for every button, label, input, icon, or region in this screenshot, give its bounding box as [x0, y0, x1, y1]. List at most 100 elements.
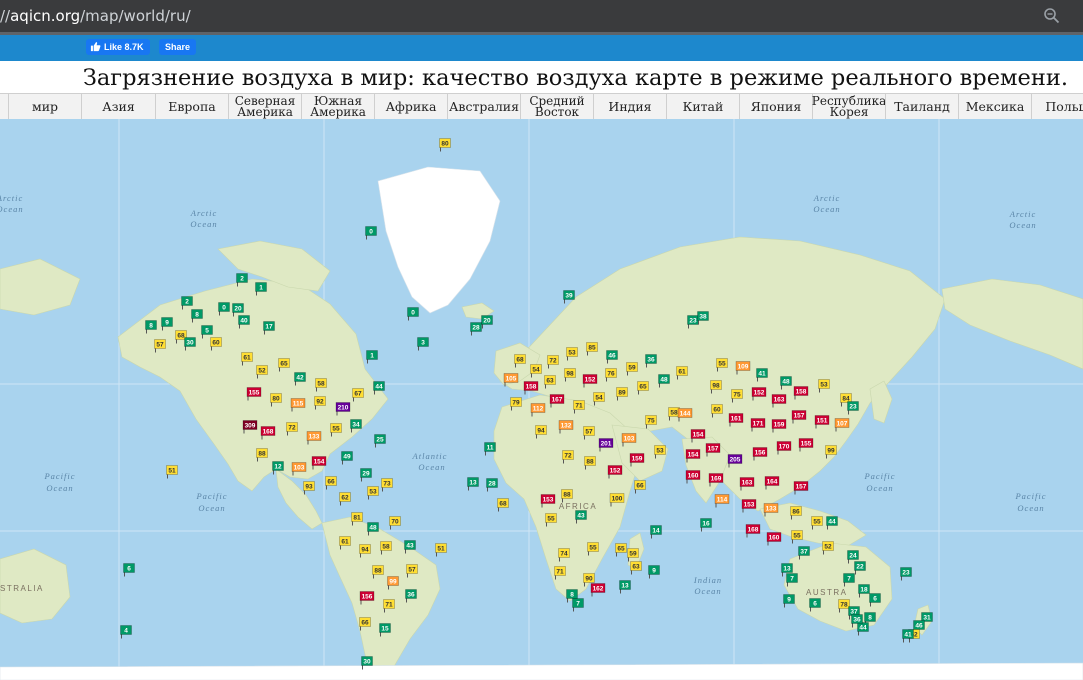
- aqi-station-marker[interactable]: 40: [238, 315, 250, 329]
- aqi-station-marker[interactable]: 53: [566, 347, 578, 361]
- aqi-station-marker[interactable]: 71: [554, 566, 566, 580]
- aqi-station-marker[interactable]: 62: [339, 492, 351, 506]
- aqi-station-marker[interactable]: 58: [380, 541, 392, 555]
- aqi-station-marker[interactable]: 68: [497, 498, 509, 512]
- aqi-station-marker[interactable]: 90: [583, 573, 595, 587]
- aqi-station-marker[interactable]: 88: [584, 456, 596, 470]
- aqi-station-marker[interactable]: 72: [286, 422, 298, 436]
- aqi-station-marker[interactable]: 60: [210, 337, 222, 351]
- aqi-station-marker[interactable]: 57: [406, 564, 418, 578]
- aqi-station-marker[interactable]: 86: [790, 506, 802, 520]
- aqi-station-marker[interactable]: 53: [654, 445, 666, 459]
- aqi-station-marker[interactable]: 55: [330, 423, 342, 437]
- aqi-station-marker[interactable]: 0: [407, 307, 419, 321]
- aqi-station-marker[interactable]: 67: [352, 388, 364, 402]
- aqi-station-marker[interactable]: 43: [575, 510, 587, 524]
- facebook-share-button[interactable]: Share: [159, 39, 197, 55]
- aqi-station-marker[interactable]: 7: [572, 598, 584, 612]
- aqi-station-marker[interactable]: 159: [629, 453, 645, 467]
- aqi-station-marker[interactable]: 205: [727, 454, 743, 468]
- aqi-station-marker[interactable]: 63: [630, 561, 642, 575]
- url-field[interactable]: //aqicn.org/map/world/ru/: [0, 6, 191, 26]
- aqi-station-marker[interactable]: 88: [561, 489, 573, 503]
- aqi-station-marker[interactable]: 0: [365, 226, 377, 240]
- aqi-station-marker[interactable]: 2: [181, 296, 193, 310]
- aqi-station-marker[interactable]: 3: [417, 337, 429, 351]
- aqi-station-marker[interactable]: 37: [798, 546, 810, 560]
- aqi-station-marker[interactable]: 54: [593, 392, 605, 406]
- aqi-station-marker[interactable]: 52: [256, 365, 268, 379]
- aqi-station-marker[interactable]: 75: [731, 389, 743, 403]
- aqi-station-marker[interactable]: 55: [587, 542, 599, 556]
- aqi-station-marker[interactable]: 88: [256, 448, 268, 462]
- nav-tab[interactable]: Европа: [155, 94, 228, 119]
- aqi-station-marker[interactable]: 9: [161, 317, 173, 331]
- aqi-station-marker[interactable]: 65: [637, 381, 649, 395]
- aqi-station-marker[interactable]: 55: [716, 358, 728, 372]
- aqi-station-marker[interactable]: 84: [840, 393, 852, 407]
- aqi-station-marker[interactable]: 28: [470, 322, 482, 336]
- nav-tab[interactable]: Австралия: [447, 94, 520, 119]
- aqi-station-marker[interactable]: 144: [677, 408, 693, 422]
- nav-tab[interactable]: Китай: [666, 94, 739, 119]
- aqi-station-marker[interactable]: 8: [191, 309, 203, 323]
- aqi-station-marker[interactable]: 163: [739, 477, 755, 491]
- aqi-station-marker[interactable]: 14: [650, 525, 662, 539]
- aqi-station-marker[interactable]: 168: [745, 524, 761, 538]
- aqi-station-marker[interactable]: 154: [690, 429, 706, 443]
- aqi-station-marker[interactable]: 94: [359, 544, 371, 558]
- zoom-icon[interactable]: [1043, 7, 1061, 25]
- aqi-station-marker[interactable]: 54: [530, 364, 542, 378]
- aqi-station-marker[interactable]: 53: [818, 379, 830, 393]
- aqi-station-marker[interactable]: 36: [645, 354, 657, 368]
- aqi-station-marker[interactable]: 29: [360, 468, 372, 482]
- aqi-station-marker[interactable]: 51: [166, 465, 178, 479]
- aqi-station-marker[interactable]: 169: [708, 473, 724, 487]
- aqi-station-marker[interactable]: 75: [645, 415, 657, 429]
- aqi-station-marker[interactable]: 66: [359, 617, 371, 631]
- nav-tab[interactable]: Индия: [593, 94, 666, 119]
- aqi-station-marker[interactable]: 44: [826, 516, 838, 530]
- aqi-station-marker[interactable]: 22: [854, 561, 866, 575]
- aqi-station-marker[interactable]: 210: [335, 402, 351, 416]
- aqi-station-marker[interactable]: 5: [201, 325, 213, 339]
- aqi-station-marker[interactable]: 66: [634, 480, 646, 494]
- aqi-station-marker[interactable]: 52: [822, 541, 834, 555]
- aqi-station-marker[interactable]: 30: [184, 337, 196, 351]
- aqi-station-marker[interactable]: 98: [710, 380, 722, 394]
- aqi-station-marker[interactable]: 153: [540, 494, 556, 508]
- aqi-station-marker[interactable]: 112: [530, 403, 546, 417]
- aqi-station-marker[interactable]: 115: [290, 398, 306, 412]
- aqi-station-marker[interactable]: 23: [847, 401, 859, 415]
- aqi-station-marker[interactable]: 76: [605, 368, 617, 382]
- aqi-station-marker[interactable]: 103: [621, 433, 637, 447]
- aqi-station-marker[interactable]: 60: [711, 404, 723, 418]
- aqi-station-marker[interactable]: 170: [776, 441, 792, 455]
- aqi-station-marker[interactable]: 20: [481, 315, 493, 329]
- aqi-station-marker[interactable]: 57: [154, 339, 166, 353]
- aqi-station-marker[interactable]: 36: [405, 589, 417, 603]
- aqi-station-marker[interactable]: 100: [609, 493, 625, 507]
- aqi-station-marker[interactable]: 80: [270, 393, 282, 407]
- aqi-station-marker[interactable]: 9: [648, 565, 660, 579]
- aqi-station-marker[interactable]: 43: [404, 540, 416, 554]
- aqi-station-marker[interactable]: 36: [851, 614, 863, 628]
- aqi-station-marker[interactable]: 41: [756, 368, 768, 382]
- aqi-station-marker[interactable]: 66: [325, 476, 337, 490]
- aqi-station-marker[interactable]: 53: [367, 486, 379, 500]
- aqi-station-marker[interactable]: 114: [714, 494, 730, 508]
- aqi-station-marker[interactable]: 30: [361, 656, 373, 670]
- aqi-station-marker[interactable]: 7: [843, 573, 855, 587]
- aqi-station-marker[interactable]: 25: [374, 434, 386, 448]
- aqi-station-marker[interactable]: 48: [658, 374, 670, 388]
- aqi-station-marker[interactable]: 0: [218, 302, 230, 316]
- aqi-station-marker[interactable]: 81: [351, 512, 363, 526]
- nav-tab[interactable]: Средний Восток: [520, 94, 593, 119]
- aqi-station-marker[interactable]: 70: [389, 516, 401, 530]
- aqi-station-marker[interactable]: 59: [626, 362, 638, 376]
- aqi-station-marker[interactable]: 156: [359, 591, 375, 605]
- aqi-station-marker[interactable]: 152: [607, 465, 623, 479]
- aqi-station-marker[interactable]: 6: [809, 598, 821, 612]
- map-canvas[interactable]: Arctic Ocean Arctic Ocean Arctic Ocean A…: [0, 119, 1083, 680]
- aqi-station-marker[interactable]: 85: [586, 342, 598, 356]
